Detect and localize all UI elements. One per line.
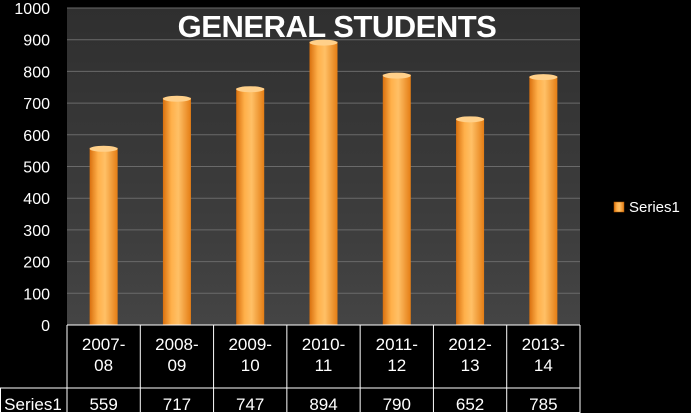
y-tick-label: 0 bbox=[41, 318, 50, 335]
bar-body bbox=[89, 147, 118, 325]
category-label: 2009-10 bbox=[228, 335, 271, 375]
y-tick-label: 100 bbox=[23, 286, 50, 303]
bar bbox=[162, 95, 191, 325]
category-label: 2010-11 bbox=[302, 335, 345, 375]
bar bbox=[382, 72, 411, 325]
bar-cap bbox=[89, 145, 118, 152]
y-tick-label: 200 bbox=[23, 255, 50, 272]
bar bbox=[236, 86, 265, 326]
legend-label: Series1 bbox=[629, 199, 680, 216]
bar-cap bbox=[236, 86, 265, 93]
bar-cap bbox=[162, 95, 191, 102]
category-label: 2011-12 bbox=[376, 335, 418, 375]
data-label: 717 bbox=[163, 395, 191, 413]
bar-cap bbox=[529, 74, 558, 81]
legend: Series1 bbox=[613, 199, 680, 216]
data-label: 894 bbox=[309, 395, 337, 413]
y-tick-label: 800 bbox=[23, 64, 50, 81]
data-label: 652 bbox=[456, 395, 484, 413]
bars bbox=[89, 39, 558, 326]
bar bbox=[89, 145, 118, 325]
bar-body bbox=[529, 76, 558, 325]
y-tick-label: 600 bbox=[23, 128, 50, 145]
y-axis-ticks: 0 100 200 300 400 500 600 700 800 900 1000 bbox=[14, 1, 50, 335]
bar-cap bbox=[309, 39, 338, 46]
y-tick-label: 500 bbox=[23, 160, 50, 177]
y-tick-label: 300 bbox=[23, 223, 50, 240]
category-label: 2012-13 bbox=[448, 335, 491, 375]
category-label: 2007-08 bbox=[82, 335, 125, 375]
bar bbox=[456, 116, 485, 325]
table-series-label: Series1 bbox=[4, 395, 62, 413]
y-tick-label: 400 bbox=[23, 191, 50, 208]
chart-title: GENERAL STUDENTS bbox=[178, 9, 497, 44]
bar bbox=[309, 39, 338, 326]
data-label: 559 bbox=[89, 395, 117, 413]
legend-swatch bbox=[613, 201, 625, 213]
bar-body bbox=[309, 41, 338, 326]
bar-body bbox=[456, 118, 485, 325]
bar-cap bbox=[382, 72, 411, 79]
bar-cap bbox=[456, 116, 485, 123]
category-label: 2013-14 bbox=[522, 335, 565, 375]
y-tick-label: 900 bbox=[23, 33, 50, 50]
bar-body bbox=[162, 97, 191, 325]
data-label: 790 bbox=[383, 395, 411, 413]
bar-body bbox=[236, 88, 265, 326]
category-label: 2008-09 bbox=[155, 335, 198, 375]
data-label: 785 bbox=[529, 395, 557, 413]
data-label: 747 bbox=[236, 395, 264, 413]
bar bbox=[529, 74, 558, 325]
y-tick-label: 1000 bbox=[14, 1, 50, 18]
data-table: Series1 2007-08 2008-09 2009-10 2010-11 2011-… bbox=[0, 324, 581, 413]
y-tick-label: 700 bbox=[23, 96, 50, 113]
bar-body bbox=[382, 74, 411, 325]
